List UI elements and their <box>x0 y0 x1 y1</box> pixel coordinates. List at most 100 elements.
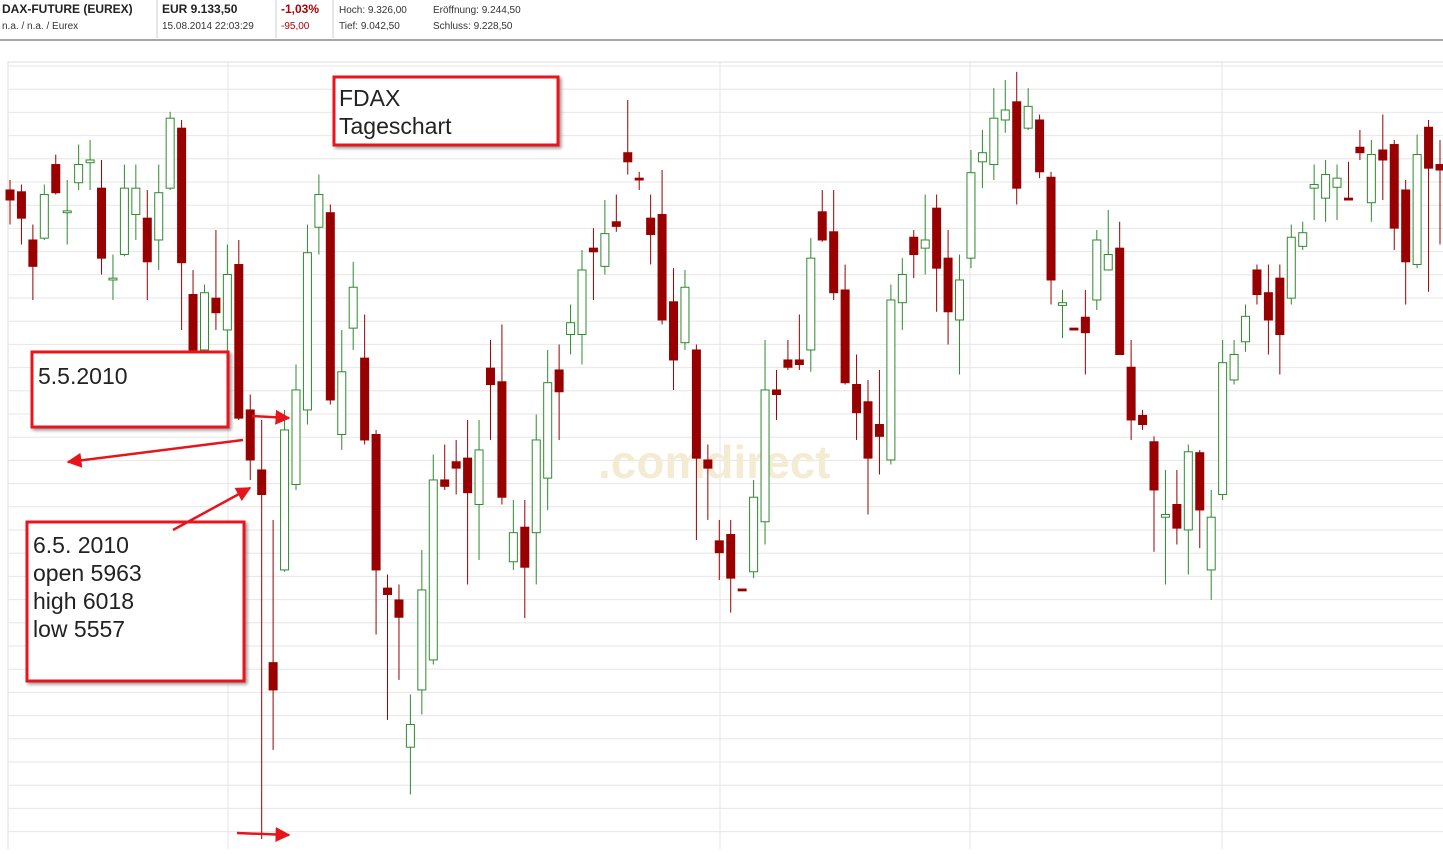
candle-body <box>1298 232 1308 247</box>
candle-body <box>314 194 324 228</box>
candle-body <box>302 252 312 411</box>
candle-body <box>737 588 747 592</box>
candle-body <box>1012 101 1022 189</box>
candle-body <box>669 301 679 361</box>
open: Eröffnung: 9.244,50 <box>433 5 521 16</box>
candle-body <box>680 286 690 344</box>
candle-body <box>268 662 278 691</box>
price: EUR 9.133,50 <box>162 2 238 16</box>
candle-body <box>531 439 541 534</box>
candle-body <box>1229 354 1239 381</box>
candle-body <box>1149 441 1159 491</box>
close: Schluss: 9.228,50 <box>433 21 513 32</box>
candle-body <box>691 349 701 459</box>
candle-body <box>1424 126 1434 169</box>
note-box <box>30 350 230 429</box>
candle-body <box>257 469 267 495</box>
candle-body <box>817 211 827 241</box>
candle-body <box>142 217 152 263</box>
candle-body <box>1218 362 1228 495</box>
annotations: FDAX Tageschart 5.5.2010 6.5. 2010 open … <box>25 75 560 842</box>
watermark: .comdirect <box>598 436 831 488</box>
candle-body <box>165 117 175 189</box>
candle-body <box>554 369 564 393</box>
note-text: open 5963 <box>33 560 142 586</box>
candle-body <box>897 274 907 304</box>
candle-body <box>188 294 198 351</box>
change-abs: -95,00 <box>281 21 310 32</box>
candle-body <box>1378 149 1388 161</box>
candle-body <box>886 299 896 461</box>
candle-body <box>1138 414 1148 426</box>
candle-body <box>154 192 164 241</box>
candle-body <box>1080 316 1090 334</box>
candle-body <box>577 269 587 336</box>
candle-body <box>1275 277 1285 336</box>
candle-body <box>1332 177 1342 188</box>
candle-body <box>222 274 232 331</box>
note-text: Tageschart <box>339 113 452 139</box>
candle-body <box>131 187 141 216</box>
candle-body <box>943 257 953 313</box>
candle-body <box>348 286 358 329</box>
candle-body <box>245 409 255 461</box>
candle-body <box>966 172 976 259</box>
candle-body <box>508 532 518 563</box>
candle-body <box>485 367 495 386</box>
candle-body <box>703 459 713 469</box>
candle-body <box>1321 174 1331 199</box>
candle-body <box>497 381 507 498</box>
candle-body <box>74 164 84 184</box>
high: Hoch: 9.326,00 <box>339 5 407 16</box>
candle-body <box>371 434 381 571</box>
arrow <box>251 409 291 425</box>
candle-body <box>360 357 370 441</box>
note-box <box>332 75 560 147</box>
arrow <box>236 826 291 842</box>
candle-body <box>1241 315 1251 343</box>
candle-body <box>325 212 335 401</box>
candle-body <box>806 257 816 351</box>
candle-body <box>394 599 404 618</box>
candle-body <box>840 289 850 384</box>
candle-body <box>1046 176 1056 281</box>
exchange: n.a. / n.a. / Eurex <box>2 21 78 32</box>
candle-body <box>1183 451 1193 531</box>
candle-body <box>783 359 793 368</box>
candle-body <box>1435 164 1443 171</box>
candle-body <box>1309 184 1319 189</box>
candle-body <box>1355 146 1365 154</box>
candle-body <box>852 384 862 414</box>
candles <box>5 71 1443 840</box>
candle-body <box>1160 513 1170 518</box>
note-text: 5.5.2010 <box>38 363 128 389</box>
candle-body <box>383 587 393 595</box>
candle-body <box>440 479 450 487</box>
candle-body <box>1343 197 1353 201</box>
candle-body <box>451 461 461 469</box>
timestamp: 15.08.2014 22:03:29 <box>162 21 254 32</box>
candle-body <box>1057 302 1067 306</box>
candle-body <box>657 214 667 321</box>
candle-body <box>932 207 942 269</box>
candle-body <box>588 247 598 253</box>
candle-body <box>1172 503 1182 529</box>
candle-body <box>600 233 610 267</box>
candle-body <box>280 429 290 571</box>
candle-body <box>474 449 484 505</box>
candle-body <box>16 191 26 219</box>
candle-body <box>1366 154 1376 204</box>
candle-body <box>829 231 839 294</box>
candle-body <box>291 389 301 485</box>
plot-frame <box>7 61 1443 854</box>
candle-body <box>51 164 61 194</box>
note-text: low 5557 <box>33 616 125 642</box>
candle-body <box>909 236 919 256</box>
candle-body <box>794 359 804 366</box>
candle-body <box>1069 327 1079 331</box>
candle-body <box>85 159 95 164</box>
note-text: 6.5. 2010 <box>33 532 129 558</box>
candle-body <box>1389 144 1399 229</box>
note-text: high 6018 <box>33 588 134 614</box>
candle-body <box>428 479 438 661</box>
